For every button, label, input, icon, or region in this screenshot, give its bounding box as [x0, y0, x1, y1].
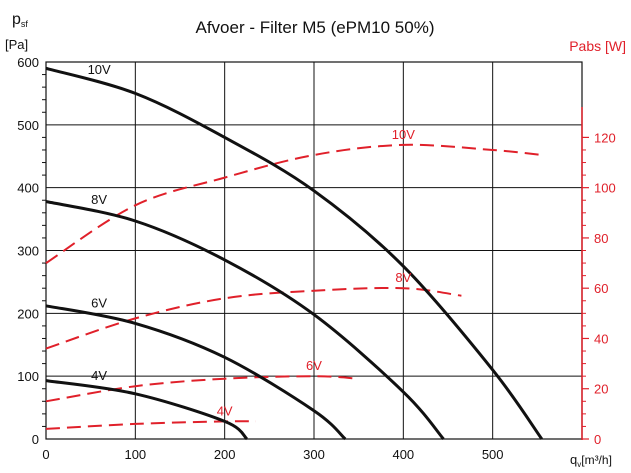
pressure-curve-label-4v: 4V [91, 368, 107, 383]
power-curve-label-6v: 6V [306, 358, 322, 373]
y-left-tick-label: 200 [17, 306, 39, 321]
y-right-tick-label: 40 [594, 331, 608, 346]
pressure-curve-4v [45, 379, 249, 441]
y-left-label-main: p [12, 11, 21, 28]
chart-title: Afvoer - Filter M5 (ePM10 50%) [195, 18, 434, 37]
x-label-main: q [570, 452, 577, 467]
power-curve-10v [45, 143, 542, 264]
y-right-tick-label: 80 [594, 231, 608, 246]
y-right-tick-label: 60 [594, 281, 608, 296]
x-label-sub: v [577, 460, 581, 469]
y-left-tick-label: 100 [17, 369, 39, 384]
y-left-tick-label: 0 [32, 432, 39, 447]
x-axis-label: qv[m³/h] [570, 452, 612, 469]
y-right-tick-label: 0 [594, 432, 601, 447]
pressure-curve-label-6v: 6V [91, 295, 107, 310]
axis-ticks: 0 100 200 300 400 500 0 100 200 300 400 500 600 0 20 40… [17, 55, 615, 462]
x-tick-label: 200 [214, 447, 236, 462]
grid-lines [45, 61, 583, 440]
x-tick-label: 400 [392, 447, 414, 462]
y-right-tick-label: 20 [594, 382, 608, 397]
curve-labels: 10V 8V 6V 4V 10V 8V 6V 4V [88, 62, 416, 418]
power-curve-4v [45, 420, 256, 430]
power-curve-8v [45, 286, 462, 350]
y-left-axis-unit: [Pa] [5, 37, 28, 52]
pressure-curve-label-10v: 10V [88, 62, 111, 77]
pressure-curve-10v [45, 66, 544, 440]
x-tick-label: 100 [124, 447, 146, 462]
y-left-label-sub: sf [21, 19, 29, 29]
pressure-curve-6v [45, 304, 347, 441]
y-right-tick-label: 100 [594, 181, 616, 196]
x-tick-label: 0 [42, 447, 49, 462]
y-left-tick-label: 600 [17, 55, 39, 70]
y-left-tick-label: 300 [17, 244, 39, 259]
y-left-tick-label: 500 [17, 118, 39, 133]
power-curves [45, 143, 542, 430]
pressure-curve-8v [45, 200, 445, 440]
y-right-tick-label: 120 [594, 130, 616, 145]
x-label-unit: [m³/h] [581, 453, 612, 467]
power-curve-6v [45, 375, 359, 403]
power-curve-label-4v: 4V [217, 403, 233, 418]
pressure-curve-label-8v: 8V [91, 192, 107, 207]
power-curve-label-10v: 10V [392, 127, 415, 142]
x-tick-label: 300 [303, 447, 325, 462]
y-right-axis-label: Pabs [W] [569, 38, 626, 54]
pressure-curves [45, 66, 544, 441]
power-curve-label-8v: 8V [395, 270, 411, 285]
y-left-tick-label: 400 [17, 181, 39, 196]
y-left-axis-label: psf [12, 11, 28, 29]
x-tick-label: 500 [482, 447, 504, 462]
